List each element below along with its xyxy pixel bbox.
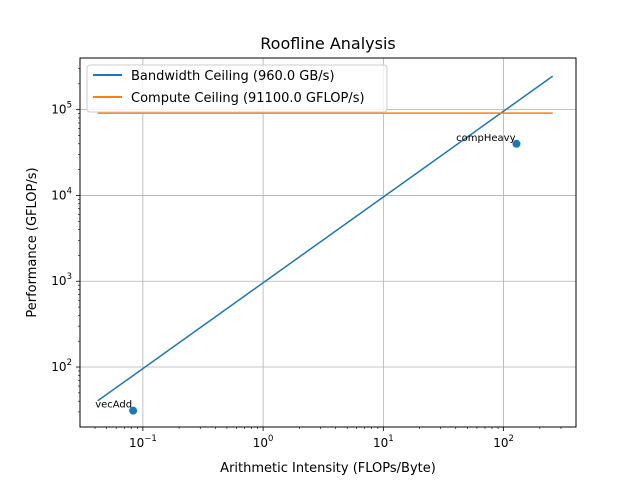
bandwidth-ceiling-line (97, 75, 554, 402)
legend-label-bandwidth: Bandwidth Ceiling (960.0 GB/s) (131, 69, 335, 84)
legend-label-compute: Compute Ceiling (91100.0 GFLOP/s) (131, 91, 365, 106)
y-axis-label: Performance (GFLOP/s) (25, 167, 40, 317)
legend: Bandwidth Ceiling (960.0 GB/s) Compute C… (86, 64, 388, 113)
x-axis-label: Arithmetic Intensity (FLOPs/Byte) (220, 461, 436, 476)
point-label-compHeavy: compHeavy (456, 133, 515, 144)
data-point-vecAdd (129, 406, 138, 415)
chart-title: Roofline Analysis (260, 34, 396, 53)
series-lines (97, 75, 554, 402)
plot-frame (79, 57, 577, 428)
data-point-compHeavy (512, 139, 521, 148)
point-label-vecAdd: vecAdd (95, 400, 132, 411)
scatter-points: vecAdd compHeavy (95, 133, 521, 415)
legend-box (86, 64, 388, 113)
